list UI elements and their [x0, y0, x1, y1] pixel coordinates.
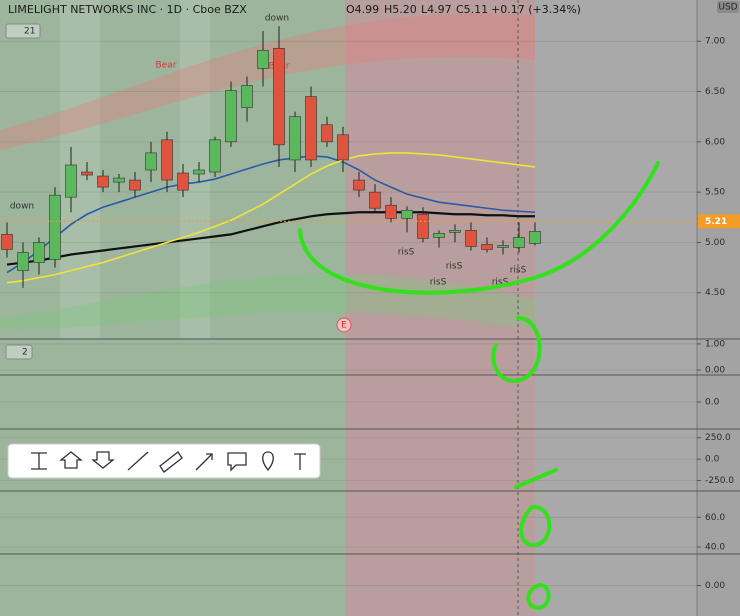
y-tick-label: 0.00	[705, 581, 725, 591]
candle-body	[241, 85, 253, 108]
candle-body	[465, 230, 477, 247]
candle-body	[337, 134, 349, 161]
candle-body	[481, 244, 493, 250]
ohlc-high: H5.20	[384, 3, 417, 16]
candle-body	[353, 179, 365, 191]
currency-box	[717, 1, 739, 13]
hand-annotations	[298, 161, 660, 611]
y-tick-label: 40.0	[705, 543, 725, 553]
candle-body	[417, 213, 429, 239]
y-tick-label: 7.00	[705, 37, 725, 47]
y-tick-label: 0.0	[705, 398, 720, 408]
candle-body	[257, 49, 269, 69]
annotation: risS	[492, 278, 509, 288]
candle-body	[513, 237, 525, 248]
candle-body	[321, 124, 333, 143]
candle-body	[97, 175, 109, 188]
currency: USD	[718, 3, 737, 13]
price-label: 5.21	[705, 217, 727, 227]
toolbar	[7, 443, 321, 479]
annotation: risS	[398, 248, 415, 258]
annotation: risS	[446, 262, 463, 272]
y-tick-label: 250.0	[705, 433, 731, 443]
earnings-badge[interactable]	[336, 317, 352, 333]
y-tick-label: -250.0	[705, 476, 734, 486]
y-tick-label: 1.00	[705, 339, 725, 349]
annotation: E	[341, 321, 347, 331]
y-tick-label: 5.00	[705, 238, 725, 248]
candle-body	[529, 231, 541, 244]
moving-average	[6, 155, 536, 274]
ohlc-close: C5.11	[456, 3, 488, 16]
candle-body	[113, 177, 125, 183]
chart-title: LIMELIGHT NETWORKS INC · 1D · Cboe BZX	[8, 3, 247, 16]
y-tick-label: 5.50	[705, 188, 725, 198]
candle-body	[385, 204, 397, 219]
annotation: Bear	[156, 61, 177, 71]
candle-body	[225, 90, 237, 143]
marks: 4.50 5.00 5.50 6.00 6.50 7.00 5.21 0.00 1.00 2 0.0…	[0, 26, 740, 591]
annotation: down	[265, 14, 289, 24]
candle-body	[33, 242, 45, 263]
candle-body	[497, 245, 509, 248]
price-tag	[698, 214, 740, 229]
y-tick-label: 0.00	[705, 366, 725, 376]
candle-body	[177, 172, 189, 191]
candle-body	[289, 116, 301, 161]
candle-body	[65, 164, 77, 198]
candle-body	[209, 139, 221, 173]
ohlc-low: L4.97	[421, 3, 452, 16]
moving-average	[6, 211, 535, 266]
y-tick-label: 6.00	[705, 137, 725, 147]
candle-body	[193, 169, 205, 175]
candle-body	[401, 209, 413, 219]
y-tick-label: 4.50	[705, 288, 725, 298]
candle-body	[273, 47, 285, 146]
indicator-count: 21	[24, 27, 35, 37]
annotation: down	[10, 202, 34, 212]
candle-body	[305, 96, 317, 161]
candle-body	[49, 194, 61, 260]
candle-body	[81, 171, 93, 176]
ohlc-open: O4.99	[346, 3, 379, 16]
y-tick-label: 60.0	[705, 513, 725, 523]
change: +0.17 (+3.34%)	[491, 3, 581, 16]
candle-body	[1, 234, 13, 250]
annotation: risS	[430, 278, 447, 288]
y-tick-label: 6.50	[705, 87, 725, 97]
panel-legend: 2	[22, 348, 28, 358]
candle-body	[17, 252, 29, 271]
candle-body	[369, 191, 381, 209]
annotation: risS	[510, 266, 527, 276]
candle-body	[433, 233, 445, 238]
panel-legend-box	[5, 344, 33, 360]
candle-body	[145, 152, 157, 171]
y-tick-label: 0.0	[705, 455, 720, 465]
indicator-toggle[interactable]	[5, 23, 41, 39]
moving-average	[6, 152, 536, 284]
candle-body	[161, 139, 173, 181]
candle-body	[449, 230, 461, 233]
candle-body	[129, 179, 141, 191]
